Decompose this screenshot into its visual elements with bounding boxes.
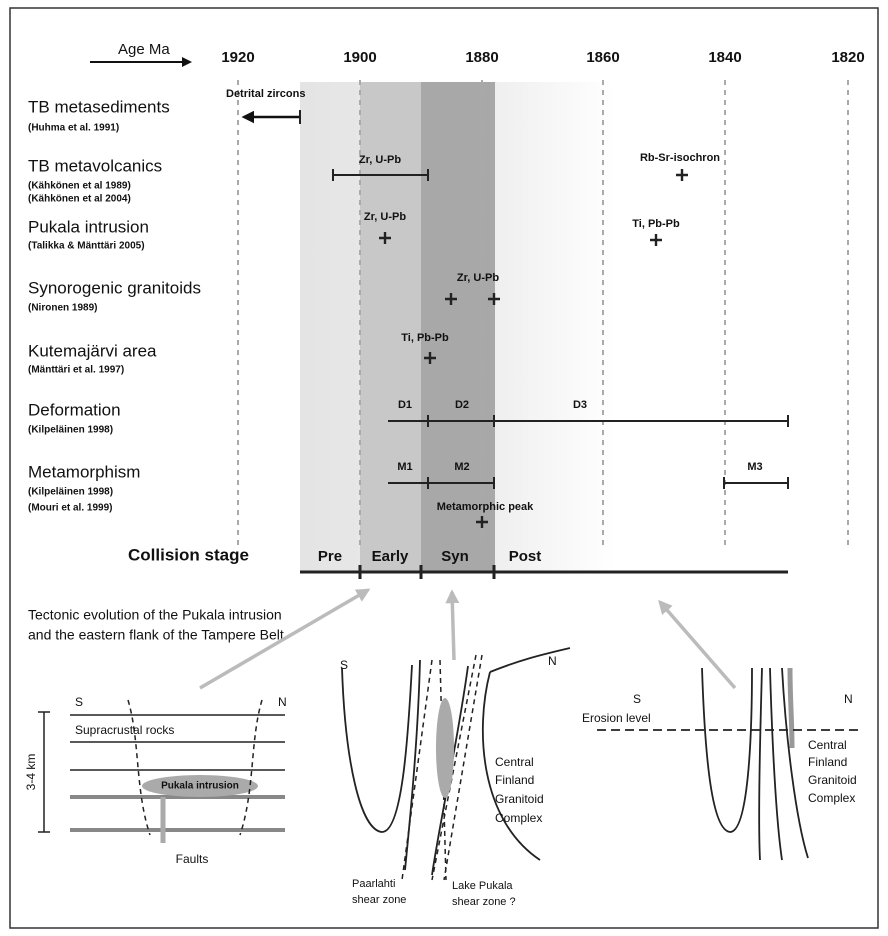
label: N bbox=[278, 695, 287, 709]
row-ref: (Kilpeläinen 1998) bbox=[28, 425, 113, 436]
annotation: M2 bbox=[454, 461, 469, 473]
label: Complex bbox=[808, 791, 855, 805]
label: S bbox=[340, 658, 348, 672]
annotation: Metamorphic peak bbox=[437, 501, 534, 513]
annotation: Zr, U-Pb bbox=[457, 272, 499, 284]
row-title: Metamorphism bbox=[28, 462, 140, 481]
stage-label: Early bbox=[372, 548, 409, 565]
annotation: M3 bbox=[747, 461, 762, 473]
drawing-ellipse bbox=[436, 698, 454, 798]
row-title: Synorogenic granitoids bbox=[28, 278, 201, 297]
drawing-path bbox=[790, 668, 792, 748]
figure: Age Ma 1920 1900 1880 1860 1840 1820 TB … bbox=[0, 0, 888, 936]
syn-band bbox=[421, 82, 495, 572]
label: 3-4 km bbox=[24, 754, 38, 791]
annotation: Zr, U-Pb bbox=[359, 154, 401, 166]
label: Granitoid bbox=[495, 792, 544, 806]
label: Granitoid bbox=[808, 773, 857, 787]
tick-label: 1920 bbox=[221, 49, 254, 66]
label: N bbox=[844, 692, 853, 706]
label: Finland bbox=[495, 773, 534, 787]
stage-label: Pre bbox=[318, 548, 342, 565]
annotation: M1 bbox=[397, 461, 412, 473]
annotation: Ti, Pb-Pb bbox=[632, 218, 680, 230]
label: Paarlahti bbox=[352, 878, 395, 890]
row-ref: (Huhma et al. 1991) bbox=[28, 123, 119, 134]
tick-label: 1860 bbox=[586, 49, 619, 66]
row-title: TB metasediments bbox=[28, 97, 170, 116]
label: N bbox=[548, 654, 557, 668]
stage-label: Post bbox=[509, 548, 542, 565]
row-ref: (Mänttäri et al. 1997) bbox=[28, 365, 124, 376]
label: Central bbox=[808, 738, 847, 752]
annotation: D3 bbox=[573, 399, 587, 411]
label: shear zone ? bbox=[452, 896, 516, 908]
label: S bbox=[75, 695, 83, 709]
row-title: TB metavolcanics bbox=[28, 156, 162, 175]
label: Central bbox=[495, 755, 534, 769]
axis-label: Age Ma bbox=[118, 41, 170, 58]
tick-label: 1840 bbox=[708, 49, 741, 66]
annotation: Zr, U-Pb bbox=[364, 211, 406, 223]
row-ref: (Kähkönen et al 2004) bbox=[28, 194, 131, 205]
row-ref: (Talikka & Mänttäri 2005) bbox=[28, 241, 145, 252]
stage-label: Syn bbox=[441, 548, 469, 565]
row-ref: (Mouri et al. 1999) bbox=[28, 503, 112, 514]
label: S bbox=[633, 692, 641, 706]
stage-title: Collision stage bbox=[128, 545, 249, 564]
annotation: D1 bbox=[398, 399, 412, 411]
row-ref: (Kähkönen et al 1989) bbox=[28, 181, 131, 192]
row-ref: (Nironen 1989) bbox=[28, 303, 97, 314]
row-title: Deformation bbox=[28, 400, 121, 419]
row-ref: (Kilpeläinen 1998) bbox=[28, 487, 113, 498]
annotation: D2 bbox=[455, 399, 469, 411]
label: Faults bbox=[176, 852, 209, 866]
label: Pukala intrusion bbox=[161, 781, 239, 792]
tick-label: 1900 bbox=[343, 49, 376, 66]
section-title: Tectonic evolution of the Pukala intrusi… bbox=[28, 607, 282, 623]
section-title: and the eastern flank of the Tampere Bel… bbox=[28, 627, 284, 643]
label: shear zone bbox=[352, 894, 406, 906]
label: Supracrustal rocks bbox=[75, 723, 174, 737]
label: Erosion level bbox=[582, 711, 651, 725]
drawing-line bbox=[452, 592, 454, 660]
label: Complex bbox=[495, 811, 542, 825]
label: Lake Pukala bbox=[452, 880, 513, 892]
tick-label: 1820 bbox=[831, 49, 864, 66]
tick-label: 1880 bbox=[465, 49, 498, 66]
annotation: Rb-Sr-isochron bbox=[640, 152, 720, 164]
annotation: Detrital zircons bbox=[226, 88, 305, 100]
annotation: Ti, Pb-Pb bbox=[401, 332, 449, 344]
row-title: Kutemajärvi area bbox=[28, 341, 157, 360]
label: Finland bbox=[808, 755, 847, 769]
row-title: Pukala intrusion bbox=[28, 217, 149, 236]
